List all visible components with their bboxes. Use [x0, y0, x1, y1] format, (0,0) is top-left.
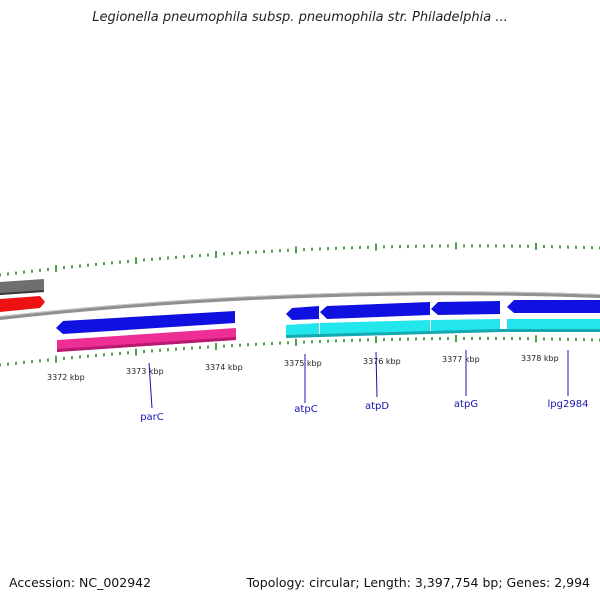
kbp-label: 3372 kbp — [47, 373, 85, 382]
kbp-label: 3373 kbp — [126, 367, 164, 376]
kbp-label: 3378 kbp — [521, 354, 559, 363]
kbp-label: 3374 kbp — [205, 363, 243, 372]
kbp-label: 3377 kbp — [442, 355, 480, 364]
outer-tick-row — [0, 242, 600, 277]
cds-cyan-atpC — [286, 323, 319, 338]
leader-line-parC — [148, 362, 153, 409]
gene-label-atpC: atpC — [294, 404, 317, 415]
gene-parC-arrow — [56, 311, 235, 334]
gene-label-parC: parC — [140, 412, 164, 423]
gene-label-lpg2984: lpg2984 — [548, 399, 589, 410]
gene-label-atpD: atpD — [365, 401, 389, 412]
genome-title: Legionella pneumophila subsp. pneumophil… — [92, 10, 508, 25]
gene-label-atpG: atpG — [454, 399, 478, 410]
kbp-label: 3375 kbp — [284, 359, 322, 368]
gene-atpG-arrow — [431, 301, 500, 315]
kbp-label: 3376 kbp — [363, 357, 401, 366]
gene-atpD-arrow — [320, 302, 430, 319]
gene-red-left — [0, 296, 45, 312]
genome-backbone — [0, 291, 600, 320]
cds-cyan-lpg2984 — [507, 319, 600, 332]
inner-tick-row — [0, 335, 600, 367]
gene-lpg2984-arrow — [507, 300, 600, 313]
leader-line-atpD — [375, 351, 378, 398]
gene-atpC-arrow — [286, 306, 319, 320]
genome-stats-text: Topology: circular; Length: 3,397,754 bp… — [246, 575, 590, 590]
accession-text: Accession: NC_002942 — [9, 575, 152, 590]
